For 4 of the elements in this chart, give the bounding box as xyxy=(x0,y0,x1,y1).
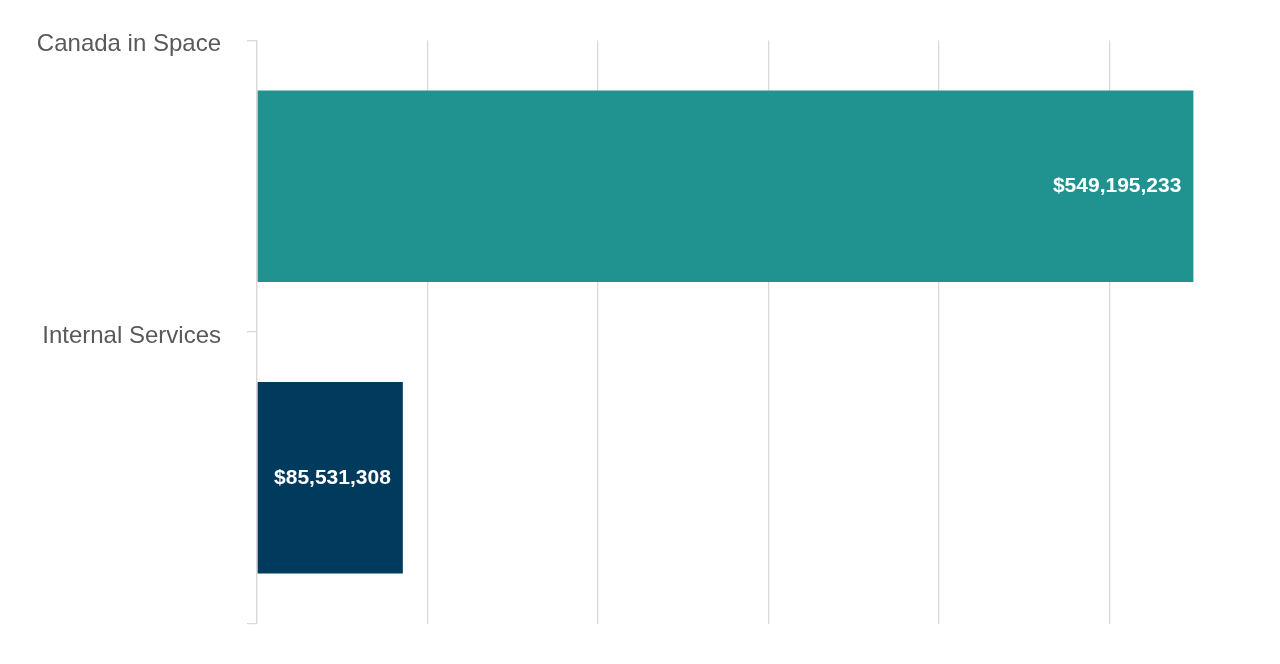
data-label: $549,195,233 xyxy=(1052,173,1182,196)
y-tick-label: Internal Services xyxy=(42,320,221,348)
data-label: $85,531,308 xyxy=(274,464,392,488)
y-tick-label: Canada in Space xyxy=(36,29,221,57)
